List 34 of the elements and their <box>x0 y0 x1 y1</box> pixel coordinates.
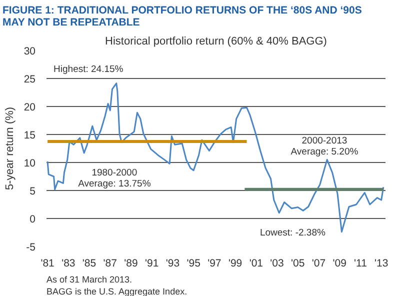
annotation: Lowest: -2.38% <box>260 227 326 238</box>
y-tick-label: 25 <box>24 74 36 86</box>
x-tick-label: '11 <box>354 258 368 270</box>
x-tick-label: '93 <box>166 258 180 270</box>
y-tick-label: -5 <box>26 242 36 254</box>
y-tick-label: 0 <box>30 214 36 226</box>
chart-subtitle: Historical portfolio return (60% & 40% BAGG) <box>105 36 327 48</box>
text: As of 31 March 2013. <box>46 274 132 284</box>
x-tick-label: '09 <box>332 258 347 270</box>
x-tick-label: '91 <box>145 258 159 270</box>
y-tick-label: 10 <box>24 158 36 170</box>
x-tick-label: '97 <box>208 258 222 270</box>
annotation: 2000-2013 Average: 5.20% <box>290 135 359 158</box>
x-tick-label: '89 <box>124 258 138 270</box>
x-tick-label: '95 <box>186 258 201 270</box>
chart-title: FIGURE 1: TRADITIONAL PORTFOLIO RETURNS OF THE ‘80S AND ‘90S MAY NOT BE REPEATABLE <box>2 4 362 28</box>
y-tick-label: 5 <box>30 186 36 198</box>
y-tick-label: 20 <box>24 102 36 114</box>
y-tick-label: 15 <box>24 130 36 142</box>
x-tick-label: '87 <box>103 258 118 270</box>
x-tick-label: '85 <box>82 258 96 270</box>
annotation: Highest: 24.15% <box>54 64 124 75</box>
x-tick-label: '05 <box>291 258 305 270</box>
x-tick-label: '13 <box>374 258 388 270</box>
y-axis-title: 5-year return (%) <box>4 106 16 190</box>
x-tick-label: '99 <box>228 258 242 270</box>
x-tick-label: '01 <box>249 258 264 270</box>
x-tick-label: '03 <box>270 258 284 270</box>
x-tick-label: '83 <box>62 258 76 270</box>
annotation: 1980-2000 Average: 13.75% <box>78 168 152 190</box>
text: BAGG is the U.S. Aggregate Index. <box>46 286 188 296</box>
x-tick-label: '07 <box>312 258 326 270</box>
y-tick-label: 30 <box>24 46 36 58</box>
x-tick-label: '81 <box>40 258 55 270</box>
